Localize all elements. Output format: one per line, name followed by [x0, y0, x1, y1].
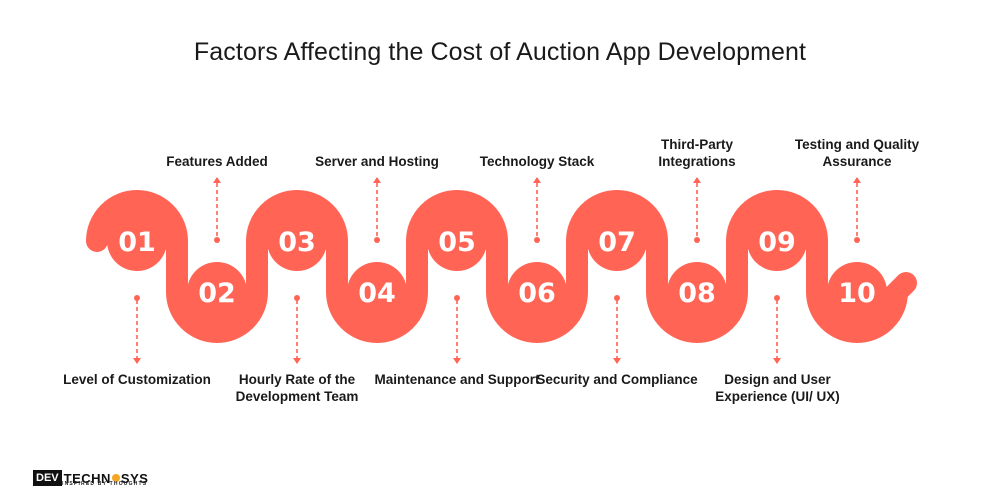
page-title: Factors Affecting the Cost of Auction Ap…: [193, 38, 807, 66]
logo-text-right: SYS: [120, 470, 149, 486]
step-number: 09: [758, 227, 796, 258]
step-label-05: Maintenance and Support: [374, 372, 540, 387]
step-number: 05: [438, 227, 476, 258]
step-circle-01: [107, 211, 167, 271]
step-number: 02: [198, 278, 236, 309]
step-label-03: Hourly Rate of the Development Team: [235, 372, 359, 404]
step-circle-02: [187, 262, 247, 322]
step-number: 01: [118, 227, 156, 258]
connector-markers: [133, 177, 861, 364]
company-logo: DEV TECHN SYS: [33, 467, 148, 489]
step-label-02: Features Added: [166, 154, 268, 169]
step-label-06: Technology Stack: [479, 154, 595, 169]
logo-text-left: TECHN: [63, 470, 111, 486]
step-number: 07: [598, 227, 636, 258]
step-number: 04: [358, 278, 396, 309]
step-number: 03: [278, 227, 316, 258]
step-circle-03: [267, 211, 327, 271]
gear-icon: [111, 474, 120, 482]
step-label-04: Server and Hosting: [315, 154, 439, 169]
step-number: 06: [518, 278, 556, 309]
step-circle-09: [747, 211, 807, 271]
step-label-08: Third-Party Integrations: [658, 137, 736, 169]
step-circle-05: [427, 211, 487, 271]
logo-tagline: INSPIRED BY THOUGHTS: [62, 481, 148, 487]
step-circle-06: [507, 262, 567, 322]
step-circle-10: [827, 262, 887, 322]
step-label-09: Design and User Experience (UI/ UX): [715, 372, 840, 404]
logo-mark: DEV: [33, 470, 62, 486]
step-circle-08: [667, 262, 727, 322]
step-circle-04: [347, 262, 407, 322]
step-label-01: Level of Customization: [63, 372, 211, 387]
step-label-10: Testing and Quality Assurance: [794, 137, 920, 169]
step-number: 08: [678, 278, 716, 309]
step-circle-07: [587, 211, 647, 271]
step-number: 10: [838, 278, 876, 309]
step-label-07: Security and Compliance: [536, 372, 698, 387]
